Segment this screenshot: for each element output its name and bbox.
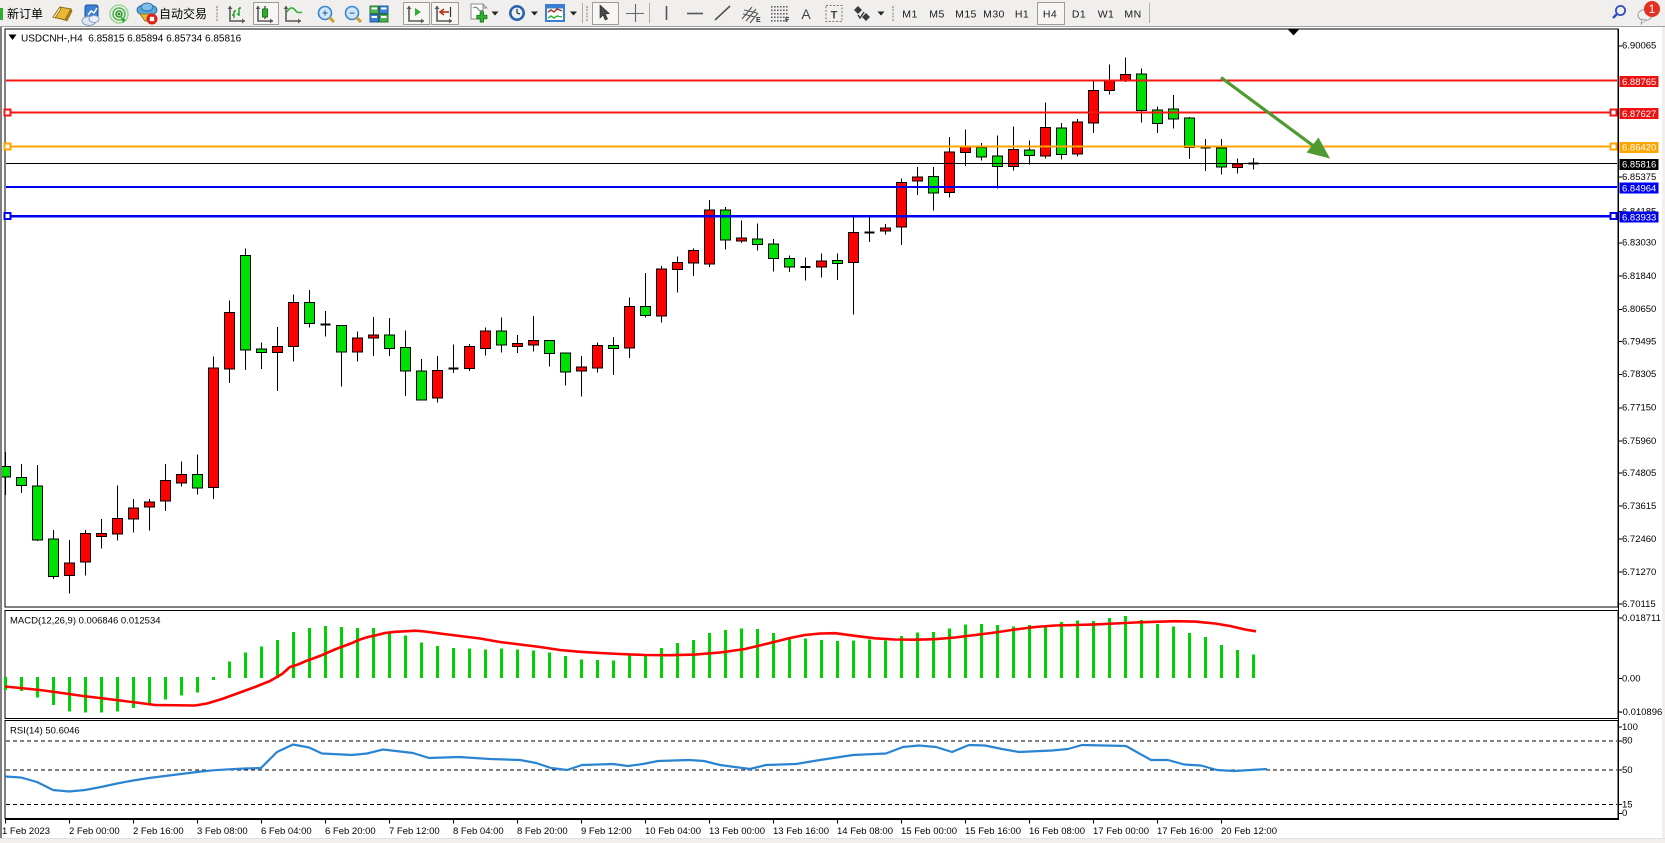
svg-text:M15: M15 xyxy=(955,9,977,21)
svg-text:-0.010896: -0.010896 xyxy=(1620,707,1663,718)
svg-text:D1: D1 xyxy=(1072,9,1086,21)
svg-text:6.77150: 6.77150 xyxy=(1622,403,1656,414)
svg-text:6.81840: 6.81840 xyxy=(1622,271,1656,282)
svg-text:16 Feb 08:00: 16 Feb 08:00 xyxy=(1029,826,1085,837)
svg-text:2 Feb 16:00: 2 Feb 16:00 xyxy=(133,826,184,837)
svg-text:0.018711: 0.018711 xyxy=(1622,613,1661,624)
svg-text:H1: H1 xyxy=(1015,9,1029,21)
svg-text:W1: W1 xyxy=(1098,9,1115,21)
svg-text:15 Feb 00:00: 15 Feb 00:00 xyxy=(901,826,957,837)
svg-text:100: 100 xyxy=(1622,722,1638,733)
svg-text:MN: MN xyxy=(1124,9,1141,21)
svg-text:50: 50 xyxy=(1622,765,1633,776)
svg-text:20 Feb 12:00: 20 Feb 12:00 xyxy=(1221,826,1277,837)
svg-text:自动交易: 自动交易 xyxy=(159,6,207,21)
svg-text:10 Feb 04:00: 10 Feb 04:00 xyxy=(645,826,701,837)
svg-text:6.78305: 6.78305 xyxy=(1622,369,1656,380)
svg-text:6.72460: 6.72460 xyxy=(1622,534,1656,545)
svg-text:0: 0 xyxy=(1622,808,1627,819)
svg-text:15: 15 xyxy=(1622,799,1633,810)
svg-text:6.75960: 6.75960 xyxy=(1622,436,1656,447)
svg-text:MACD(12,26,9) 0.006846 0.01253: MACD(12,26,9) 0.006846 0.012534 xyxy=(10,616,161,627)
svg-text:9 Feb 12:00: 9 Feb 12:00 xyxy=(581,826,632,837)
svg-text:17 Feb 00:00: 17 Feb 00:00 xyxy=(1093,826,1149,837)
svg-text:−: − xyxy=(349,8,355,19)
svg-text:8 Feb 20:00: 8 Feb 20:00 xyxy=(517,826,568,837)
svg-text:6.88765: 6.88765 xyxy=(1622,77,1656,88)
svg-text:1: 1 xyxy=(1649,2,1656,16)
svg-text:M30: M30 xyxy=(983,9,1005,21)
svg-text:RSI(14) 50.6046: RSI(14) 50.6046 xyxy=(10,726,80,737)
svg-text:0.00: 0.00 xyxy=(1622,673,1641,684)
svg-text:6.71270: 6.71270 xyxy=(1622,567,1656,578)
svg-text:6.70115: 6.70115 xyxy=(1622,599,1656,610)
svg-text:USDCNH-,H4 6.85815 6.85894 6.: USDCNH-,H4 6.85815 6.85894 6.85734 6.858… xyxy=(21,34,242,45)
svg-text:2 Feb 00:00: 2 Feb 00:00 xyxy=(69,826,120,837)
svg-text:6 Feb 20:00: 6 Feb 20:00 xyxy=(325,826,376,837)
svg-text:6.74805: 6.74805 xyxy=(1622,468,1656,479)
svg-text:6.85816: 6.85816 xyxy=(1622,160,1656,171)
svg-text:15 Feb 16:00: 15 Feb 16:00 xyxy=(965,826,1021,837)
svg-text:6.84964: 6.84964 xyxy=(1622,183,1656,194)
svg-text:7 Feb 12:00: 7 Feb 12:00 xyxy=(389,826,440,837)
svg-text:13 Feb 00:00: 13 Feb 00:00 xyxy=(709,826,765,837)
svg-text:E: E xyxy=(756,17,761,24)
svg-text:M1: M1 xyxy=(902,9,917,21)
svg-text:8 Feb 04:00: 8 Feb 04:00 xyxy=(453,826,504,837)
svg-text:+: + xyxy=(322,8,328,19)
svg-text:6.79495: 6.79495 xyxy=(1622,337,1656,348)
svg-text:80: 80 xyxy=(1622,736,1633,747)
svg-text:F: F xyxy=(785,17,790,24)
svg-text:3 Feb 08:00: 3 Feb 08:00 xyxy=(197,826,248,837)
svg-text:6.87627: 6.87627 xyxy=(1622,109,1656,120)
svg-text:17 Feb 16:00: 17 Feb 16:00 xyxy=(1157,826,1213,837)
svg-text:A: A xyxy=(801,6,811,22)
svg-text:6.85375: 6.85375 xyxy=(1622,172,1656,183)
svg-text:6.73615: 6.73615 xyxy=(1622,501,1656,512)
svg-text:1 Feb 2023: 1 Feb 2023 xyxy=(2,826,50,837)
svg-text:14 Feb 08:00: 14 Feb 08:00 xyxy=(837,826,893,837)
svg-text:6.90065: 6.90065 xyxy=(1622,41,1656,52)
svg-text:H4: H4 xyxy=(1043,9,1057,21)
svg-text:13 Feb 16:00: 13 Feb 16:00 xyxy=(773,826,829,837)
svg-text:6.80650: 6.80650 xyxy=(1622,304,1656,315)
svg-text:新订单: 新订单 xyxy=(7,6,43,21)
svg-text:6.86420: 6.86420 xyxy=(1622,143,1656,154)
svg-text:6.83933: 6.83933 xyxy=(1622,212,1656,223)
svg-text:T: T xyxy=(831,10,838,22)
svg-text:6.83030: 6.83030 xyxy=(1622,238,1656,249)
svg-text:M5: M5 xyxy=(929,9,944,21)
svg-text:6 Feb 04:00: 6 Feb 04:00 xyxy=(261,826,312,837)
